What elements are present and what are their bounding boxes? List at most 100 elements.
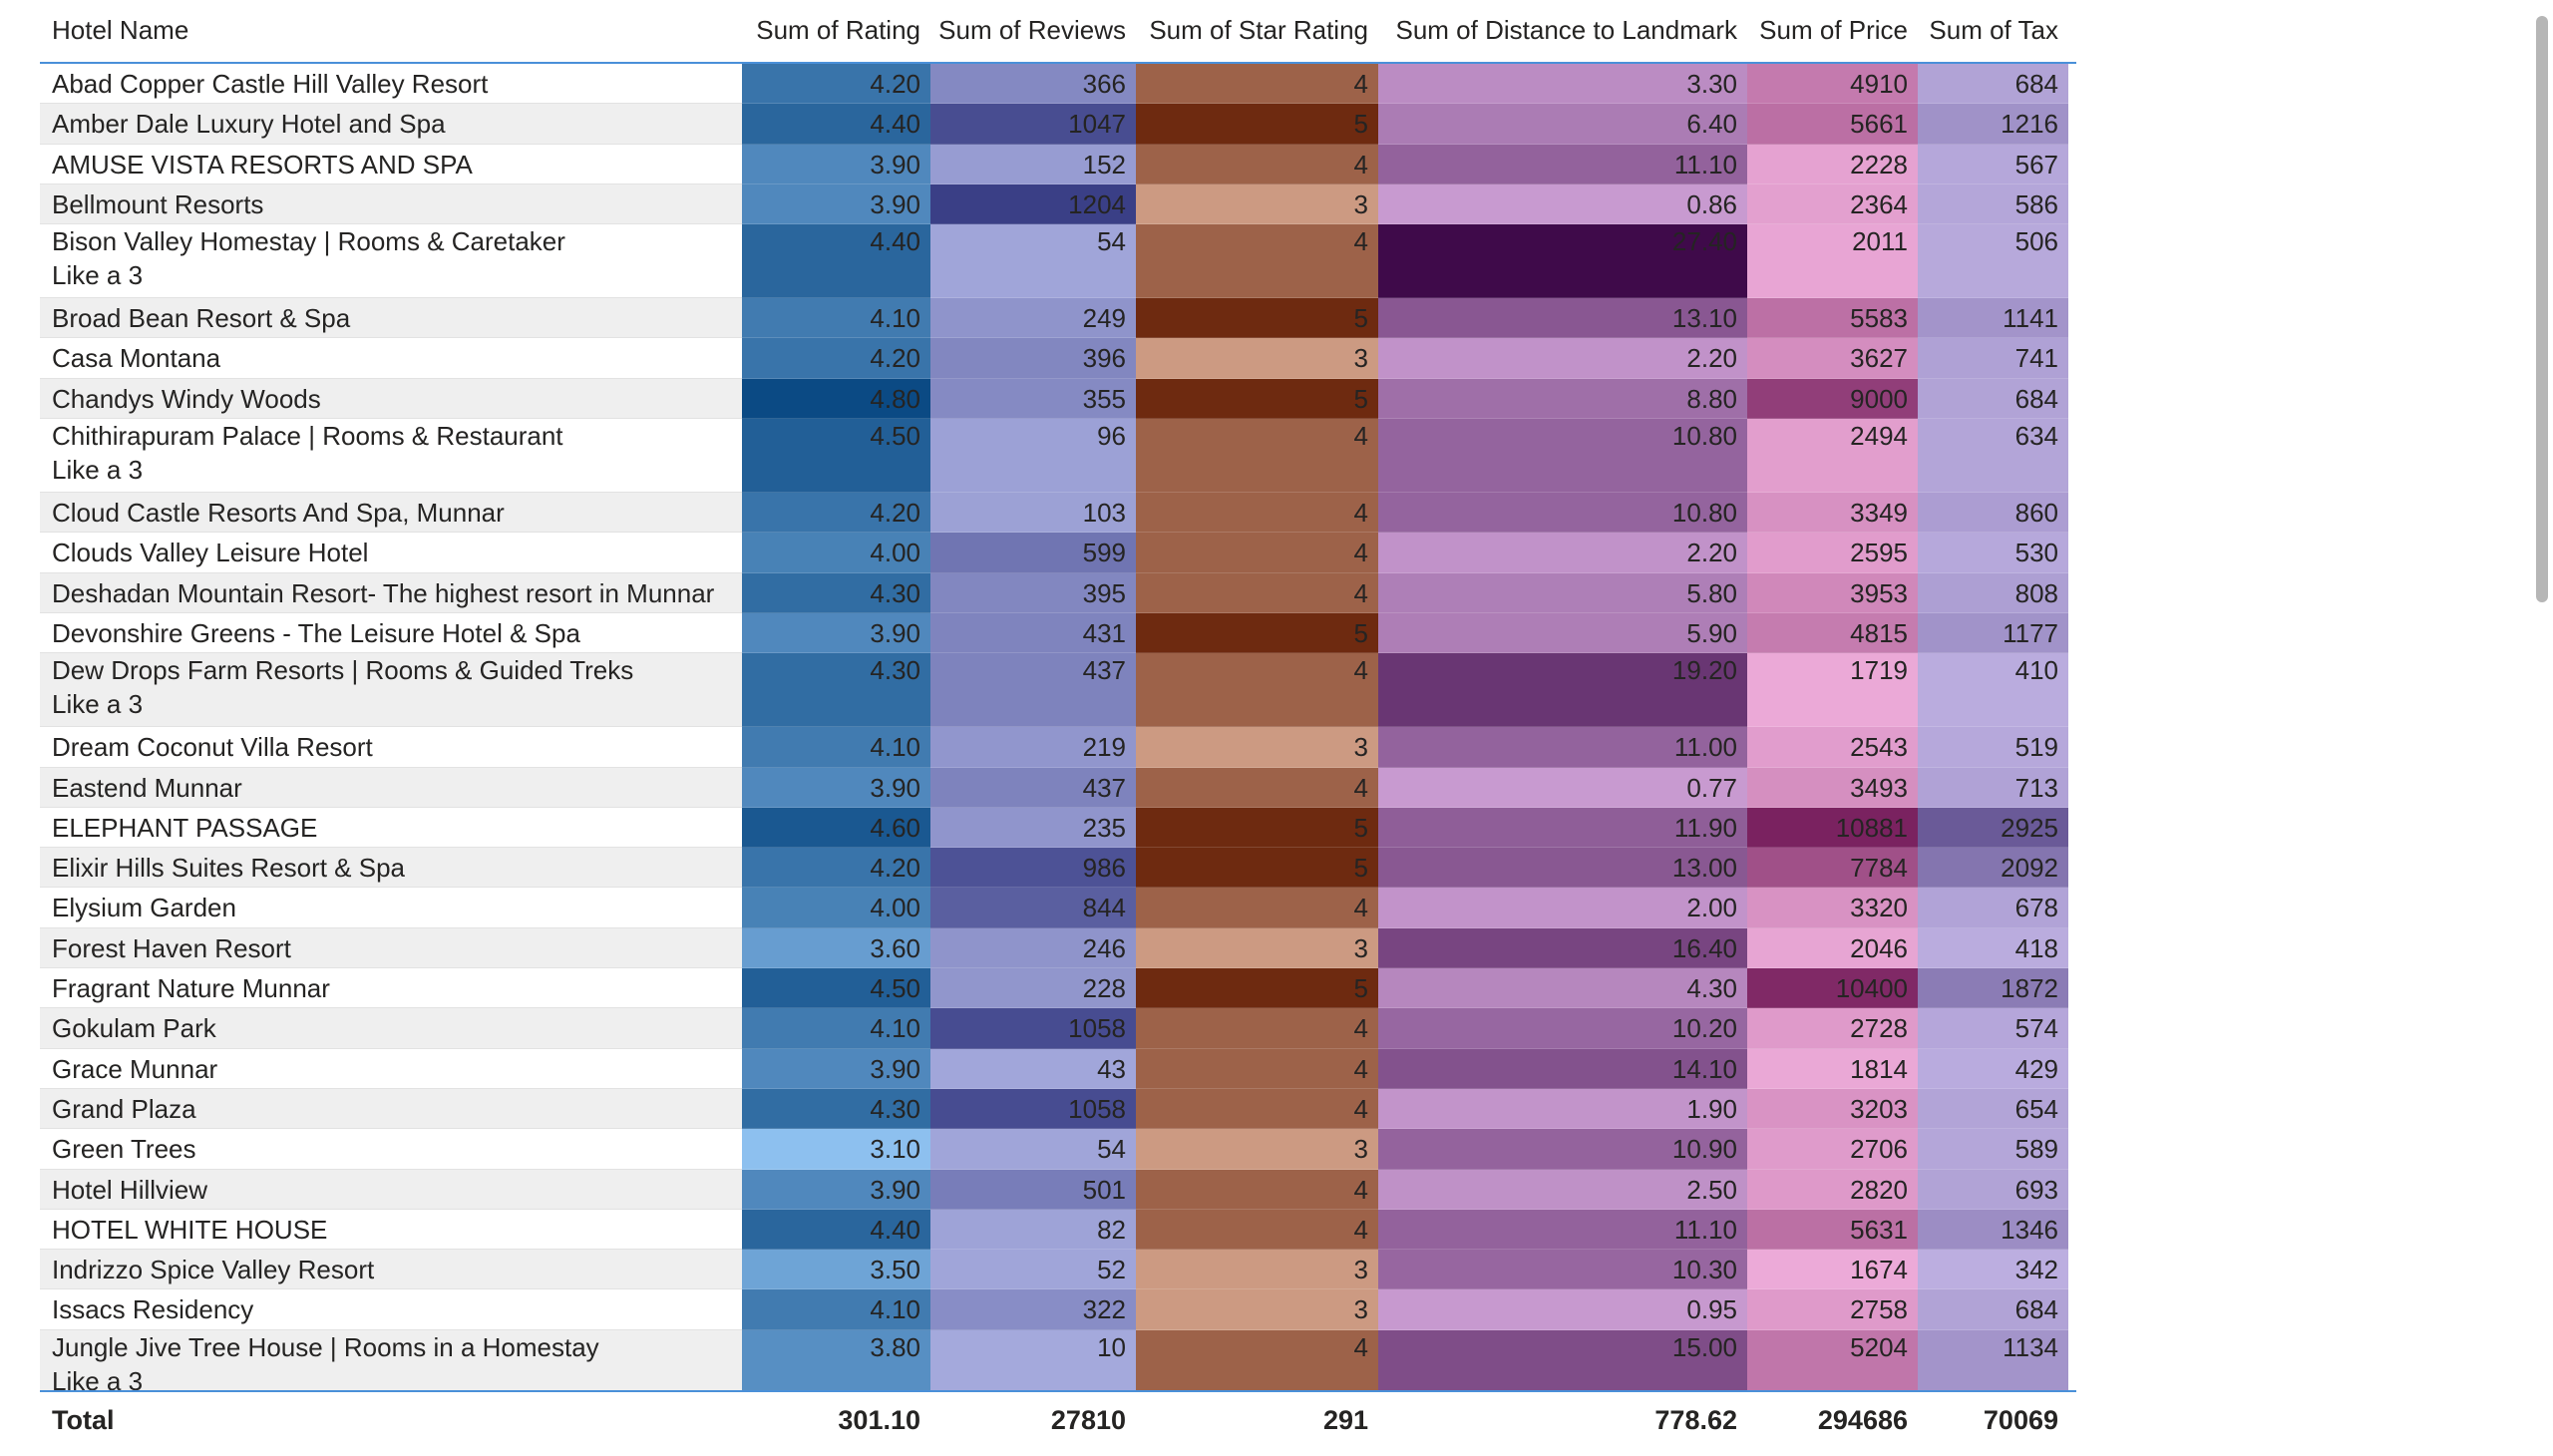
- rating-cell: 4.10: [742, 1289, 930, 1330]
- distance-cell: 19.20: [1378, 653, 1747, 728]
- table-row[interactable]: Jungle Jive Tree House | Rooms in a Home…: [40, 1329, 2076, 1390]
- table-row[interactable]: Fragrant Nature Munnar 4.50 228 5 4.30 10400 1…: [40, 968, 2076, 1009]
- star-rating-cell: 3: [1136, 1250, 1378, 1290]
- reviews-cell: 249: [930, 298, 1136, 339]
- table-row[interactable]: Devonshire Greens - The Leisure Hotel & …: [40, 612, 2076, 654]
- tax-cell: 574: [1918, 1008, 2068, 1049]
- table-row[interactable]: Chandys Windy Woods 4.80 355 5 8.80 9000 684: [40, 378, 2076, 420]
- table-row[interactable]: Amber Dale Luxury Hotel and Spa 4.40 1047 5…: [40, 104, 2076, 145]
- table-row[interactable]: Hotel Hillview 3.90 501 4 2.50 2820 693: [40, 1169, 2076, 1210]
- rating-cell: 4.10: [742, 727, 930, 768]
- tax-cell: 410: [1918, 653, 2068, 728]
- table-row[interactable]: AMUSE VISTA RESORTS AND SPA 3.90 152 4 11.10…: [40, 144, 2076, 184]
- reviews-cell: 844: [930, 888, 1136, 928]
- price-cell: 2011: [1747, 224, 1918, 299]
- table-row[interactable]: Deshadan Mountain Resort- The highest re…: [40, 572, 2076, 613]
- col-header-price[interactable]: Sum of Price: [1759, 15, 1908, 45]
- hotel-name-cell: Chandys Windy Woods: [40, 378, 742, 420]
- reviews-cell: 395: [930, 572, 1136, 613]
- table-row[interactable]: Chithirapuram Palace | Rooms & Restauran…: [40, 419, 2076, 494]
- distance-cell: 4.30: [1378, 968, 1747, 1009]
- table-row[interactable]: Abad Copper Castle Hill Valley Resort 4.2…: [40, 64, 2076, 105]
- price-cell: 3203: [1747, 1088, 1918, 1130]
- price-cell: 2228: [1747, 144, 1918, 184]
- table-row[interactable]: Forest Haven Resort 3.60 246 3 16.40 2046 418: [40, 927, 2076, 969]
- col-header-reviews[interactable]: Sum of Reviews: [938, 15, 1126, 45]
- hotel-name-cell: Eastend Munnar: [40, 767, 742, 808]
- table-row[interactable]: Cloud Castle Resorts And Spa, Munnar 4.20…: [40, 493, 2076, 534]
- table-row[interactable]: Broad Bean Resort & Spa 4.10 249 5 13.10 5583…: [40, 298, 2076, 339]
- table-row[interactable]: Eastend Munnar 3.90 437 4 0.77 3493 713: [40, 767, 2076, 808]
- reviews-cell: 228: [930, 968, 1136, 1009]
- table-row[interactable]: Elixir Hills Suites Resort & Spa 4.20 986 5…: [40, 848, 2076, 889]
- table-row[interactable]: Indrizzo Spice Valley Resort 3.50 52 3 10.30…: [40, 1250, 2076, 1290]
- rating-cell: 4.10: [742, 1008, 930, 1049]
- price-cell: 3953: [1747, 572, 1918, 613]
- distance-cell: 13.00: [1378, 848, 1747, 889]
- table-row[interactable]: Elysium Garden 4.00 844 4 2.00 3320 678: [40, 888, 2076, 928]
- table-row[interactable]: Green Trees 3.10 54 3 10.90 2706 589: [40, 1129, 2076, 1170]
- table-row[interactable]: Grand Plaza 4.30 1058 4 1.90 3203 654: [40, 1088, 2076, 1130]
- star-rating-cell: 4: [1136, 144, 1378, 184]
- reviews-cell: 1204: [930, 183, 1136, 225]
- total-distance: 778.62: [1654, 1405, 1737, 1435]
- distance-cell: 14.10: [1378, 1048, 1747, 1089]
- price-cell: 4910: [1747, 64, 1918, 105]
- star-rating-cell: 3: [1136, 183, 1378, 225]
- hotel-name-cell: Chithirapuram Palace | Rooms & Restauran…: [40, 419, 742, 494]
- vertical-scrollbar[interactable]: [2536, 16, 2548, 602]
- price-cell: 3349: [1747, 493, 1918, 534]
- price-cell: 7784: [1747, 848, 1918, 889]
- reviews-cell: 437: [930, 767, 1136, 808]
- tax-cell: 634: [1918, 419, 2068, 494]
- distance-cell: 15.00: [1378, 1329, 1747, 1390]
- table-body: Abad Copper Castle Hill Valley Resort 4.2…: [40, 64, 2076, 1392]
- table-row[interactable]: Dew Drops Farm Resorts | Rooms & Guided …: [40, 653, 2076, 728]
- table-row[interactable]: Bellmount Resorts 3.90 1204 3 0.86 2364 586: [40, 183, 2076, 225]
- table-row[interactable]: Gokulam Park 4.10 1058 4 10.20 2728 574: [40, 1008, 2076, 1049]
- col-header-distance[interactable]: Sum of Distance to Landmark: [1395, 15, 1738, 45]
- table-row[interactable]: Casa Montana 4.20 396 3 2.20 3627 741: [40, 338, 2076, 379]
- price-cell: 5583: [1747, 298, 1918, 339]
- rating-cell: 3.80: [742, 1329, 930, 1390]
- table-row[interactable]: Dream Coconut Villa Resort 4.10 219 3 11.00 2…: [40, 727, 2076, 768]
- tax-cell: 418: [1918, 927, 2068, 969]
- distance-cell: 0.86: [1378, 183, 1747, 225]
- tax-cell: 429: [1918, 1048, 2068, 1089]
- table-row[interactable]: ELEPHANT PASSAGE 4.60 235 5 11.90 10881 2925: [40, 807, 2076, 849]
- tax-cell: 684: [1918, 1289, 2068, 1330]
- price-cell: 5204: [1747, 1329, 1918, 1390]
- tax-cell: 519: [1918, 727, 2068, 768]
- rating-cell: 4.80: [742, 378, 930, 420]
- table-row[interactable]: Bison Valley Homestay | Rooms & Caretake…: [40, 224, 2076, 299]
- rating-cell: 3.90: [742, 144, 930, 184]
- col-header-rating[interactable]: Sum of Rating: [756, 15, 920, 45]
- rating-cell: 4.30: [742, 653, 930, 728]
- rating-cell: 3.90: [742, 183, 930, 225]
- hotel-name-cell: Deshadan Mountain Resort- The highest re…: [40, 572, 742, 613]
- price-cell: 10400: [1747, 968, 1918, 1009]
- distance-cell: 2.20: [1378, 533, 1747, 573]
- table-row[interactable]: Clouds Valley Leisure Hotel 4.00 599 4 2.20 2…: [40, 533, 2076, 573]
- price-cell: 5661: [1747, 104, 1918, 145]
- col-header-star-rating[interactable]: Sum of Star Rating: [1149, 15, 1368, 45]
- rating-cell: 3.90: [742, 1048, 930, 1089]
- price-cell: 1719: [1747, 653, 1918, 728]
- star-rating-cell: 5: [1136, 104, 1378, 145]
- reviews-cell: 355: [930, 378, 1136, 420]
- distance-cell: 11.10: [1378, 144, 1747, 184]
- col-header-tax[interactable]: Sum of Tax: [1929, 15, 2058, 45]
- table-row[interactable]: Grace Munnar 3.90 43 4 14.10 1814 429: [40, 1048, 2076, 1089]
- star-rating-cell: 4: [1136, 419, 1378, 494]
- reviews-cell: 599: [930, 533, 1136, 573]
- total-star-rating: 291: [1322, 1405, 1368, 1435]
- tax-cell: 1134: [1918, 1329, 2068, 1390]
- table-row[interactable]: Issacs Residency 4.10 322 3 0.95 2758 684: [40, 1289, 2076, 1330]
- table-row[interactable]: HOTEL WHITE HOUSE 4.40 82 4 11.10 5631 1346: [40, 1209, 2076, 1251]
- col-header-hotel-name[interactable]: Hotel Name: [52, 15, 189, 45]
- rating-cell: 3.60: [742, 927, 930, 969]
- distance-cell: 10.80: [1378, 419, 1747, 494]
- tax-cell: 1141: [1918, 298, 2068, 339]
- reviews-cell: 103: [930, 493, 1136, 534]
- reviews-cell: 322: [930, 1289, 1136, 1330]
